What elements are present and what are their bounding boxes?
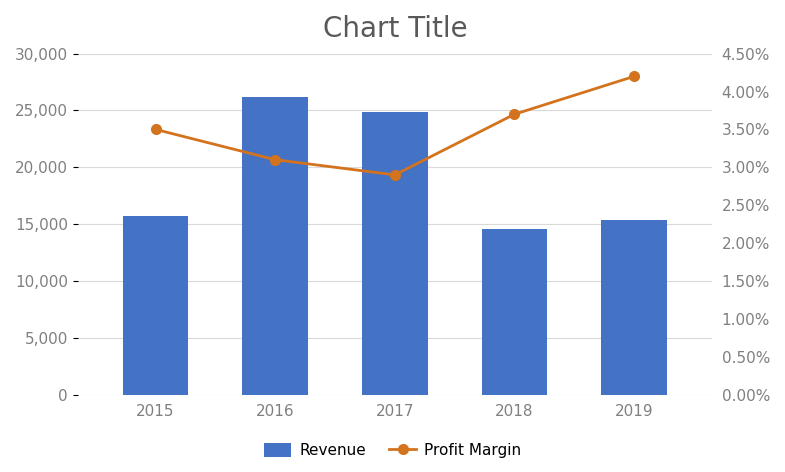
Bar [362,111,428,395]
Profit Margin [271,157,280,162]
Title: Chart Title: Chart Title [323,15,467,43]
Line: Profit Margin: Profit Margin [151,72,639,180]
Bar [243,97,308,395]
Bar [601,219,667,395]
Legend: Revenue, Profit Margin: Revenue, Profit Margin [257,437,528,464]
Bar [481,228,547,395]
Profit Margin [630,74,639,79]
Profit Margin [509,111,519,117]
Profit Margin [390,172,400,177]
Bar [122,216,188,395]
Profit Margin [151,126,160,132]
